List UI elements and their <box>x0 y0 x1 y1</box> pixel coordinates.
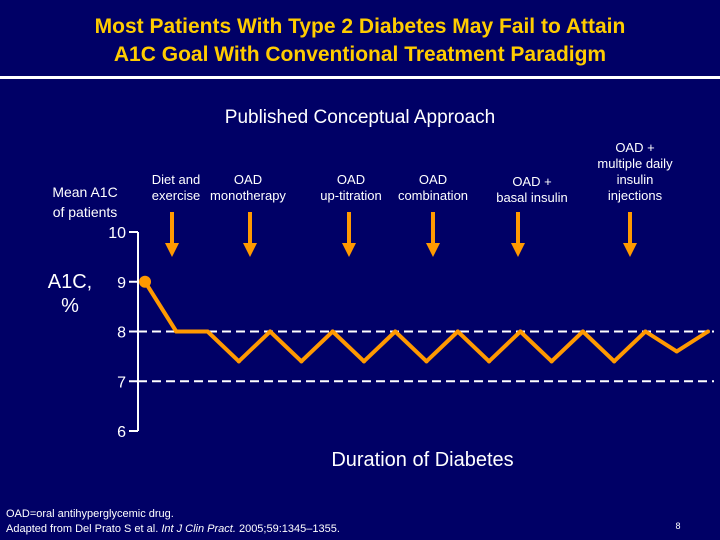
treatment-arrow-head <box>426 243 440 257</box>
stage-label-line: OAD + <box>512 174 552 189</box>
stage-label-line: insulin <box>616 172 654 187</box>
stage-label-line: multiple daily <box>597 156 673 171</box>
stage-label-line: injections <box>607 188 663 203</box>
stage-label-line: OAD <box>418 172 448 187</box>
a1c-point <box>518 329 523 334</box>
y-axis-side-label-line-2: % <box>61 295 79 317</box>
a1c-point <box>424 359 429 364</box>
a1c-point <box>330 329 335 334</box>
title-bar: Most Patients With Type 2 Diabetes May F… <box>0 0 720 79</box>
x-axis-label: Duration of Diabetes <box>331 449 514 471</box>
treatment-arrow-head <box>623 243 637 257</box>
stage-label-line: Diet and <box>151 172 201 187</box>
stage-label-line: monotherapy <box>210 188 286 203</box>
stage-label-line: basal insulin <box>496 190 568 205</box>
a1c-point <box>706 329 710 334</box>
stage-label-line: up-titration <box>320 188 382 203</box>
stage-label-diet-exercise: Diet and exercise <box>130 172 222 204</box>
stage-label-line: combination <box>397 188 469 203</box>
page-number: 8 <box>675 521 681 531</box>
a1c-point <box>205 329 210 334</box>
footnote-citation-journal: Int J Clin Pract. <box>161 523 236 535</box>
footnote-citation-prefix: Adapted from Del Prato S et al. <box>6 523 159 535</box>
stage-label-line: OAD + <box>615 140 655 155</box>
a1c-point <box>393 329 398 334</box>
a1c-point <box>580 329 585 334</box>
slide-subtitle: Published Conceptual Approach <box>224 107 496 128</box>
stage-label-line: OAD <box>233 172 263 187</box>
footnote-citation: Adapted from Del Prato S et al. Int J Cl… <box>6 523 340 535</box>
a1c-point <box>174 329 179 334</box>
slide-title-line-1: Most Patients With Type 2 Diabetes May F… <box>94 15 626 38</box>
a1c-point <box>299 359 304 364</box>
a1c-point <box>674 349 679 354</box>
footnote-abbreviation: OAD=oral antihyperglycemic drug. <box>6 508 174 520</box>
treatment-arrow-head <box>165 243 179 257</box>
stage-label-oad-basal-insulin: OAD + basal insulin <box>482 174 582 206</box>
a1c-point <box>455 329 460 334</box>
treatment-arrow-head <box>511 243 525 257</box>
stage-label-oad-up-titration: OAD up-titration <box>305 172 397 204</box>
y-tick-label: 10 <box>108 225 126 242</box>
footnote-citation-suffix: 2005;59:1345–1355. <box>238 523 340 535</box>
a1c-series-line <box>143 280 710 364</box>
y-axis-side-label-line-1: A1C, <box>47 271 93 293</box>
y-axis-top-label-line-1: Mean A1C <box>52 184 118 200</box>
y-axis-side-label: A1C, % <box>30 270 110 318</box>
treatment-arrow-head <box>342 243 356 257</box>
y-axis-top-label: Mean A1C of patients <box>30 182 140 222</box>
stage-label-oad-mdi: OAD + multiple daily insulin injections <box>580 140 690 204</box>
a1c-point <box>643 329 648 334</box>
stage-label-line: exercise <box>151 188 201 203</box>
y-tick-label: 7 <box>117 374 126 391</box>
a1c-point <box>236 359 241 364</box>
a1c-point <box>549 359 554 364</box>
a1c-point <box>361 359 366 364</box>
stage-label-oad-monotherapy: OAD monotherapy <box>198 172 298 204</box>
y-tick-label: 8 <box>117 325 126 342</box>
y-tick-label: 6 <box>117 424 126 441</box>
slide-title-line-2: A1C Goal With Conventional Treatment Par… <box>113 43 607 66</box>
stage-label-oad-combination: OAD combination <box>386 172 480 204</box>
treatment-arrow-head <box>243 243 257 257</box>
a1c-start-point <box>139 275 151 288</box>
y-axis-top-label-line-2: of patients <box>52 204 118 220</box>
a1c-point <box>612 359 617 364</box>
a1c-point <box>268 329 273 334</box>
a1c-point <box>487 359 492 364</box>
stage-label-line: OAD <box>336 172 366 187</box>
y-tick-label: 9 <box>117 275 126 292</box>
